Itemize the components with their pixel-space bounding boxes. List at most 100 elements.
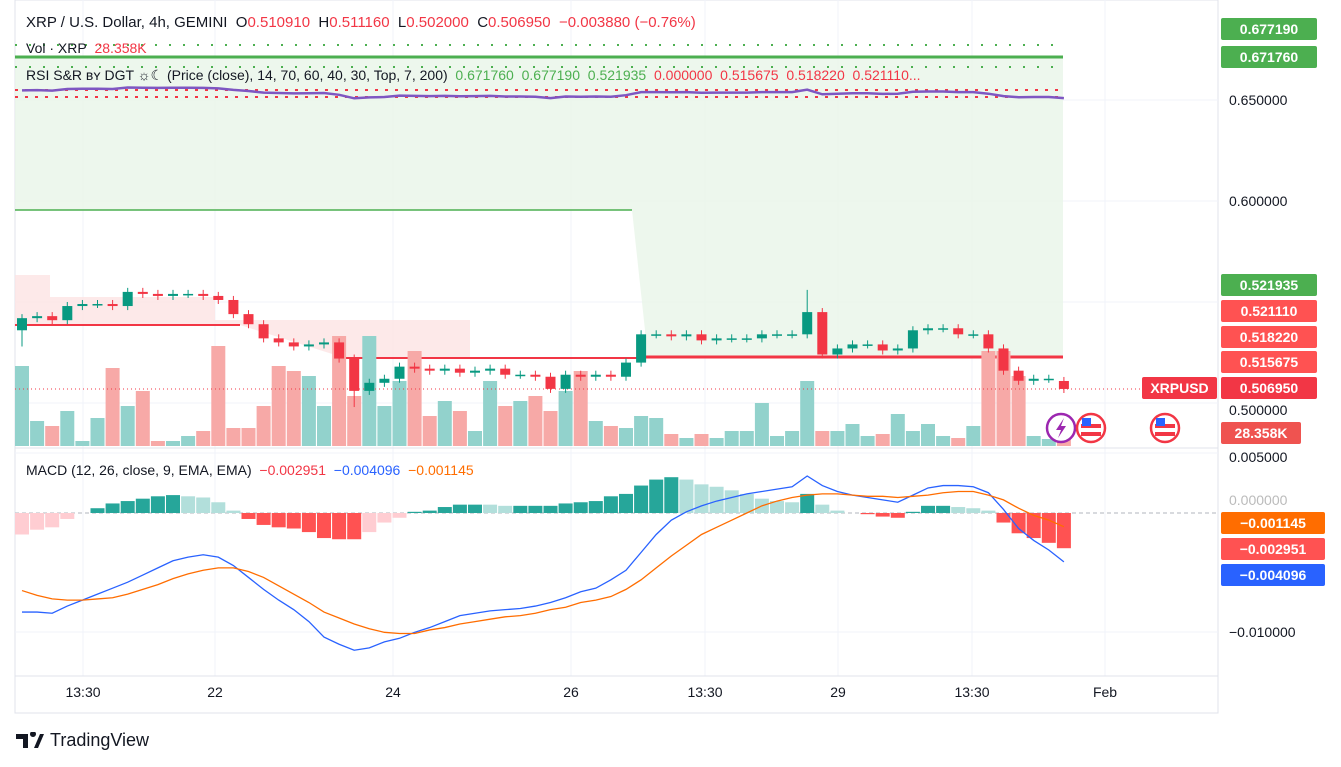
candle-body xyxy=(817,312,828,355)
candle-body xyxy=(137,291,148,294)
volume-label: Vol · XRP xyxy=(26,40,87,56)
macd-histogram-bar xyxy=(301,513,316,533)
volume-bar xyxy=(619,428,633,446)
candle-body xyxy=(560,374,571,389)
us-flag-event-icon-canton xyxy=(1156,418,1165,426)
macd-histogram-bar xyxy=(921,505,935,513)
candle-body xyxy=(636,334,647,363)
high-label: H xyxy=(318,14,330,31)
macd-histogram-bar xyxy=(951,507,966,513)
candle-body xyxy=(470,370,480,373)
candle-body xyxy=(983,334,994,349)
rsi-value: 0.518220 xyxy=(786,67,845,83)
macd-histogram-bar xyxy=(452,504,467,513)
low-label: L xyxy=(397,14,407,31)
candle-body xyxy=(1013,370,1024,381)
volume-bar xyxy=(966,426,981,446)
macd-histogram-bar xyxy=(150,496,165,513)
volume-bar xyxy=(196,431,211,446)
macd-histogram-bar xyxy=(30,513,45,530)
volume-bar xyxy=(332,336,347,446)
time-axis-label: 13:30 xyxy=(65,684,101,700)
macd-histogram-bar xyxy=(619,493,633,513)
rsi-value: 0.671760 xyxy=(455,67,514,83)
volume-bar xyxy=(513,401,528,446)
volume-bar xyxy=(105,368,120,446)
volume-bar xyxy=(1011,376,1026,446)
volume-bar xyxy=(754,403,769,446)
candle-body xyxy=(303,344,314,347)
volume-bar xyxy=(951,438,966,446)
volume-bar xyxy=(709,438,724,446)
candle-body xyxy=(17,318,27,331)
macd-histogram-bar xyxy=(422,510,437,513)
rsi-value: 0.521110... xyxy=(852,67,921,83)
signal-line xyxy=(21,490,1065,635)
volume-legend[interactable]: Vol · XRP 28.358K xyxy=(26,40,147,56)
candle-body xyxy=(183,293,194,296)
macd-histogram-bar xyxy=(90,508,105,513)
candle-body xyxy=(892,348,903,351)
volume-bar xyxy=(724,431,739,446)
macd-axis-label: −0.010000 xyxy=(1229,624,1296,640)
volume-bar xyxy=(422,416,437,446)
volume-bar xyxy=(347,396,362,446)
symbol-title: XRP / U.S. Dollar, 4h, GEMINI xyxy=(26,14,228,31)
price-tag-resistance: 0.677190 xyxy=(1221,18,1317,40)
macd-histogram-bar xyxy=(211,502,226,513)
macd-histogram-bar xyxy=(468,504,482,513)
candle-body xyxy=(590,374,601,377)
candle-body xyxy=(772,334,782,336)
candle-body xyxy=(168,293,178,296)
macd-line xyxy=(22,475,1065,651)
candle-body xyxy=(424,368,435,371)
candle-body xyxy=(364,382,375,391)
macd-legend[interactable]: MACD (12, 26, close, 9, EMA, EMA) −0.002… xyxy=(26,462,474,478)
macd-histogram-bar xyxy=(166,495,180,513)
candle-body xyxy=(877,344,888,351)
volume-bar xyxy=(905,431,920,446)
candle-body xyxy=(334,342,345,359)
macd-histogram-bar xyxy=(966,508,981,513)
volume-bar xyxy=(1041,439,1056,446)
macd-histogram-bar xyxy=(181,496,196,513)
volume-bar xyxy=(543,411,558,446)
macd-histogram-bar xyxy=(271,513,286,528)
candle-body xyxy=(726,338,737,340)
time-axis-label: 24 xyxy=(385,684,401,700)
volume-bar xyxy=(890,414,905,446)
candle-body xyxy=(1058,380,1069,389)
volume-bar xyxy=(921,424,935,446)
macd-histogram-bar xyxy=(120,501,135,513)
volume-bar xyxy=(150,441,165,446)
symbol-legend: XRP / U.S. Dollar, 4h, GEMINI O0.510910 … xyxy=(26,14,696,31)
volume-bar xyxy=(437,401,452,446)
candle-body xyxy=(152,293,163,296)
price-tag-resistance: 0.671760 xyxy=(1221,46,1317,68)
macd-histogram-bar xyxy=(815,504,830,513)
volume-bar xyxy=(1026,436,1041,446)
last-price-tag: 0.506950 xyxy=(1221,377,1317,399)
candle-body xyxy=(953,328,964,335)
macd-histogram-bar xyxy=(1011,513,1026,534)
macd-histogram-bar xyxy=(739,493,754,513)
macd-histogram-bar xyxy=(936,505,951,513)
candle-body xyxy=(349,358,360,391)
volume-bar xyxy=(528,396,543,446)
volume-bar xyxy=(634,416,649,446)
macd-hist-value: −0.002951 xyxy=(259,462,326,478)
macd-histogram-bar xyxy=(634,485,649,513)
time-axis-label: 22 xyxy=(207,684,223,700)
signal-tag: −0.001145 xyxy=(1221,512,1325,534)
price-axis-label: 0.600000 xyxy=(1229,193,1288,209)
macd-histogram-bar xyxy=(800,493,815,513)
candle-body xyxy=(530,374,541,377)
rsi-sr-legend[interactable]: RSI S&R ʙʏ DGT ☼☾ (Price (close), 14, 70… xyxy=(26,67,921,84)
volume-bar xyxy=(120,406,135,446)
candle-body xyxy=(1028,378,1039,381)
tradingview-logo[interactable]: TradingView xyxy=(16,730,149,751)
volume-bar xyxy=(679,438,694,446)
open-label: O xyxy=(235,14,248,31)
